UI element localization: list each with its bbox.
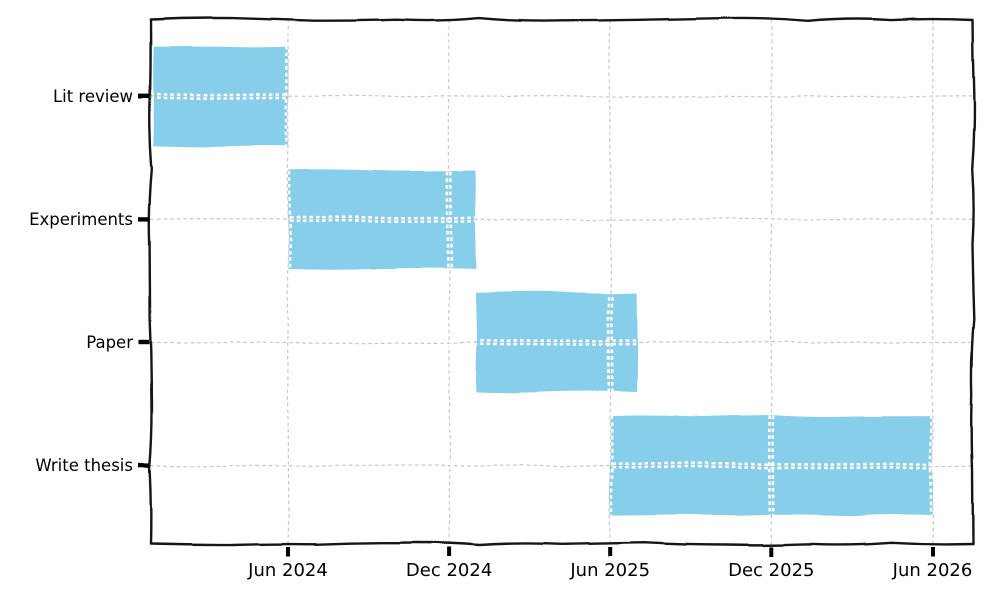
y-label-experiments: Experiments — [29, 210, 133, 229]
gridline-v-jun-2025 — [608, 19, 612, 545]
axes-layer — [138, 16, 976, 557]
x-label-dec-2024: Dec 2024 — [406, 560, 492, 581]
bar-paper — [475, 291, 638, 393]
spine-bottom — [149, 541, 975, 547]
gridline-h-paper — [150, 341, 974, 344]
x-label-jun-2024: Jun 2024 — [247, 560, 328, 581]
plot-area — [138, 16, 976, 557]
spine-right — [970, 18, 976, 546]
x-label-dec-2025: Dec 2025 — [728, 560, 814, 581]
x-tick-jun-2025 — [608, 547, 613, 557]
spine-top — [149, 16, 975, 23]
bar-lit-review — [153, 46, 290, 147]
grid-layer — [150, 19, 974, 545]
gridline-h-write-thesis — [150, 464, 974, 467]
x-label-jun-2025: Jun 2025 — [569, 560, 650, 581]
y-tick-lit-review — [138, 94, 150, 99]
y-tick-experiments — [138, 217, 150, 222]
y-tick-paper — [138, 340, 150, 345]
gridline-v-jun-2026 — [931, 19, 934, 545]
y-label-paper: Paper — [86, 333, 133, 352]
x-tick-jun-2024 — [286, 547, 290, 557]
gridline-v-dec-2025 — [770, 19, 773, 545]
x-label-jun-2026: Jun 2026 — [892, 560, 973, 581]
gridline-v-jun-2024 — [286, 19, 290, 545]
spine-left — [148, 18, 154, 546]
gridline-h-experiments — [150, 218, 974, 221]
bars-layer — [153, 46, 934, 517]
gridline-v-dec-2024 — [447, 19, 451, 545]
x-tick-dec-2024 — [447, 547, 452, 557]
y-tick-write-thesis — [138, 463, 150, 468]
y-label-write-thesis: Write thesis — [35, 456, 133, 475]
x-tick-jun-2026 — [930, 547, 935, 557]
x-tick-dec-2025 — [769, 547, 774, 557]
y-label-lit-review: Lit review — [53, 87, 133, 106]
gridline-h-lit-review — [150, 94, 974, 98]
axis-labels-layer: Lit review Experiments Paper Write thesis Ju… — [29, 87, 972, 581]
